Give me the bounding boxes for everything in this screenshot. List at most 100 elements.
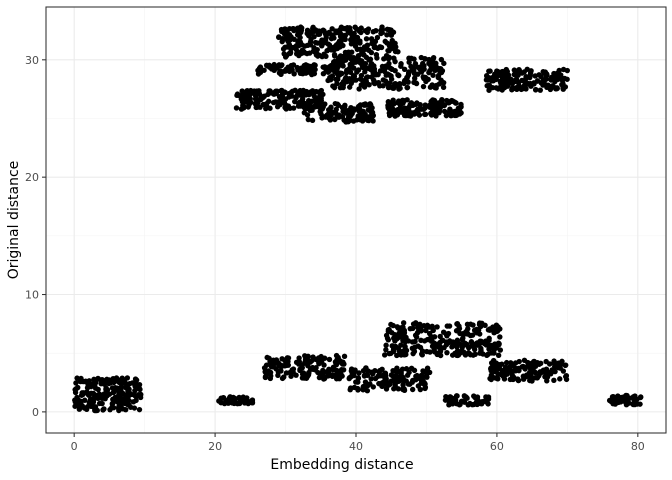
data-point [401,333,407,339]
data-point [383,65,389,71]
data-point [351,384,358,391]
data-point [422,385,428,392]
data-point [404,84,411,91]
data-point [326,68,333,74]
data-point [503,66,509,73]
data-point [563,376,570,383]
y-tick-label: 30 [25,54,39,67]
data-point [366,117,372,124]
data-point [296,361,302,367]
data-point [551,360,557,366]
y-tick-label: 0 [32,406,39,419]
data-point [424,365,431,372]
data-point [339,81,345,87]
data-point [427,84,434,90]
data-point [445,340,451,346]
data-point [457,401,463,408]
data-point [299,25,305,31]
data-point [400,320,407,326]
data-point [274,104,281,110]
data-point [615,398,621,404]
data-point [426,324,433,330]
data-point [385,55,391,62]
data-point [545,83,551,89]
data-point [409,379,416,385]
data-point [361,52,367,58]
data-point [352,59,359,65]
data-point [364,388,371,394]
data-point [385,337,392,343]
data-point [342,102,348,109]
data-point [364,74,371,80]
data-point [133,382,139,388]
data-point [528,82,534,88]
data-point [321,362,327,368]
data-point [124,375,131,381]
data-point [334,45,341,52]
data-point [292,87,298,94]
data-point [91,405,98,411]
data-point [430,72,436,78]
data-point [245,399,252,405]
data-point [392,110,399,117]
data-point [507,376,513,383]
data-point [75,384,81,391]
data-point [490,78,497,84]
data-point [330,83,336,89]
y-tick-label: 10 [25,289,39,302]
data-point [411,56,417,62]
data-point [364,29,371,35]
data-point [428,98,434,105]
data-point [320,70,327,77]
data-point [340,359,346,365]
data-point [401,386,407,392]
data-point [290,25,296,32]
data-point [556,364,562,371]
data-point [293,51,300,57]
data-point [397,368,404,375]
data-point [546,361,553,367]
data-point [360,385,366,391]
data-point [125,401,131,408]
data-point [534,359,541,366]
data-point [296,32,302,39]
data-point [545,371,552,378]
data-point [347,27,353,34]
data-point [485,327,492,333]
data-point [358,113,364,120]
data-point [244,395,250,401]
data-point [495,86,502,92]
data-point [492,368,498,375]
data-point [390,97,396,103]
x-tick-label: 0 [71,440,78,453]
data-point [521,69,527,75]
data-point [119,406,126,412]
data-point [387,28,393,34]
data-point [632,401,638,408]
data-point [456,323,462,329]
data-point [405,79,411,85]
data-point [241,103,247,110]
data-point [299,47,305,54]
data-point [340,367,347,373]
data-point [341,353,348,360]
data-point [330,366,336,373]
data-point [368,60,375,67]
data-point [495,376,501,382]
data-point [493,322,500,328]
data-point [390,84,396,91]
data-point [299,375,306,381]
data-point [115,399,121,405]
data-point [385,47,391,54]
data-point [380,83,386,89]
data-point [113,375,120,382]
data-point [116,394,123,400]
data-point [90,399,96,405]
data-point [371,80,378,87]
data-point [492,71,498,77]
data-point [301,110,308,116]
data-point [464,341,470,348]
data-point [472,394,478,401]
data-point [497,347,504,353]
data-point [326,366,332,373]
